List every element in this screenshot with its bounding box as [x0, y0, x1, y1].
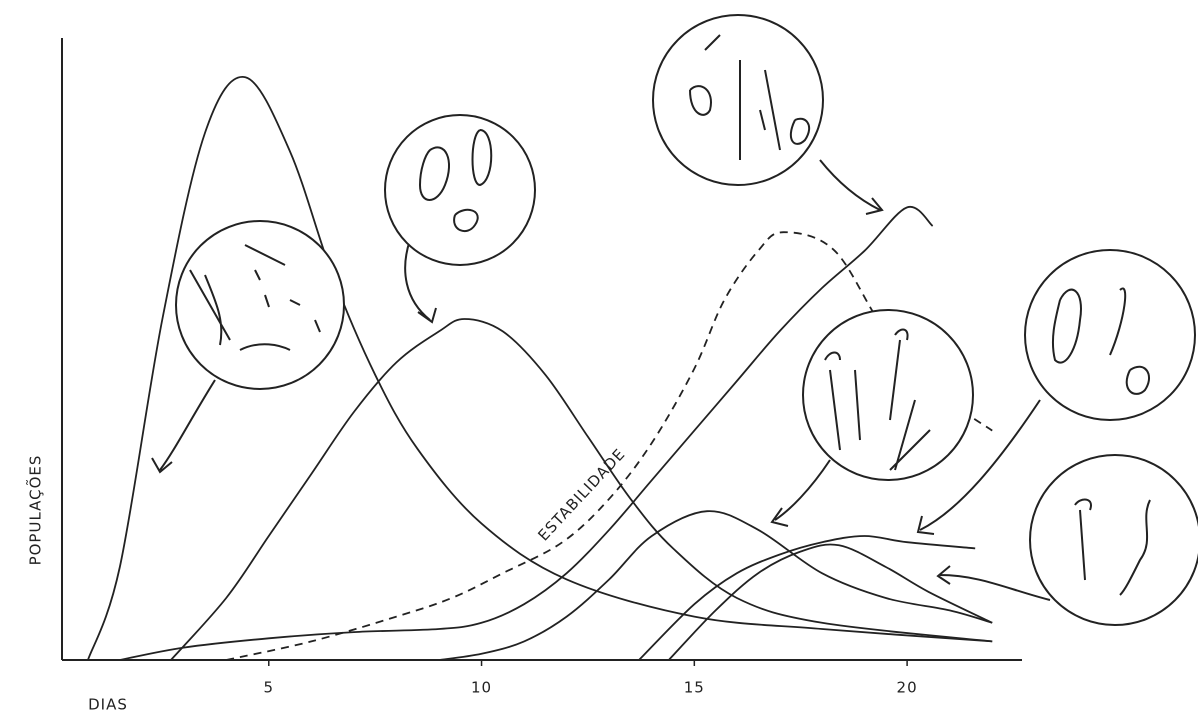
bubble	[653, 15, 823, 185]
x-tick-label: 15	[684, 679, 705, 697]
bubble	[803, 310, 973, 480]
bubble	[176, 221, 344, 389]
bubble	[385, 115, 535, 265]
y-axis-label: POPULAÇÕES	[26, 455, 45, 566]
arrow	[820, 160, 882, 214]
bubble	[1030, 455, 1198, 625]
arrow	[772, 460, 830, 526]
chart: 5 10 15 20 ESTABILIDADE DIAS POPULAÇÕES	[0, 0, 1198, 717]
curve	[639, 536, 975, 660]
x-axis-label: DIAS	[88, 696, 128, 714]
x-tick-label: 5	[264, 679, 275, 697]
arrow	[152, 380, 215, 472]
curve	[669, 545, 992, 660]
x-tick-label: 20	[897, 679, 918, 697]
illustrations	[152, 15, 1198, 625]
bubble	[1025, 250, 1195, 420]
arrow	[938, 566, 1050, 600]
x-tick-label: 10	[471, 679, 492, 697]
annotation: ESTABILIDADE	[534, 445, 629, 545]
